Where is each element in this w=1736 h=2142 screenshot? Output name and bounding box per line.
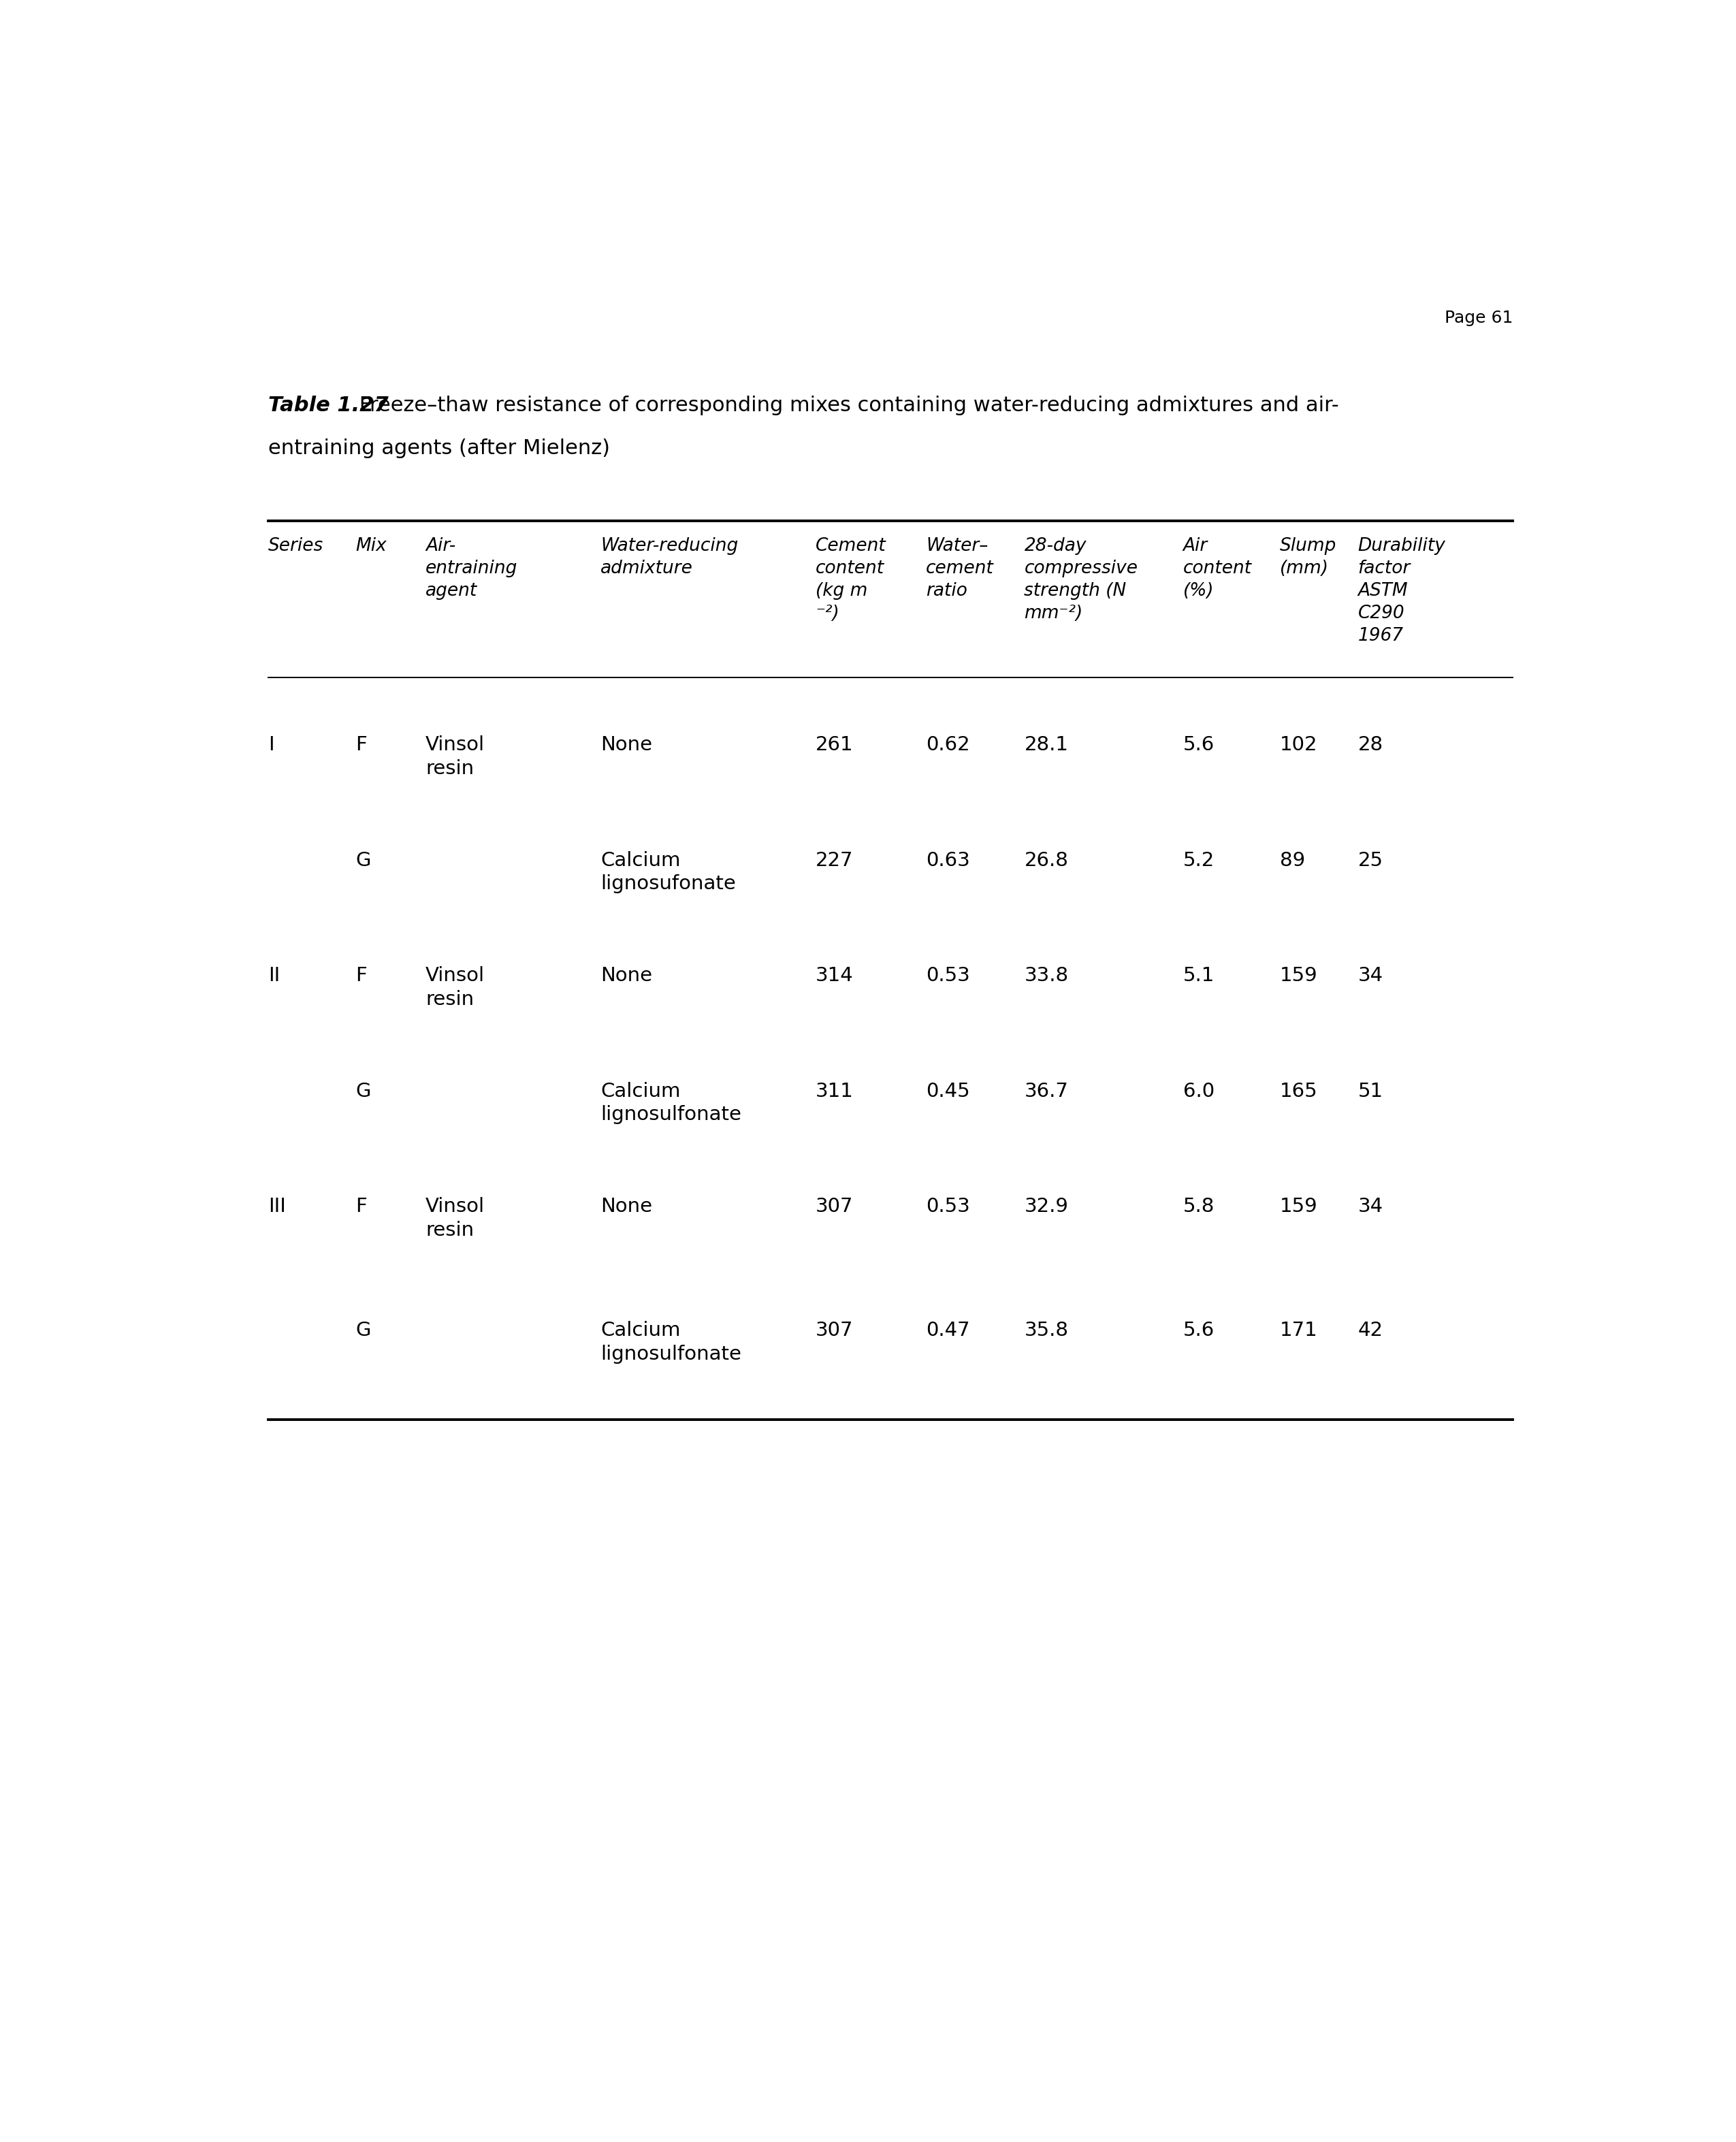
- Text: 6.0: 6.0: [1182, 1082, 1215, 1101]
- Text: 34: 34: [1358, 1197, 1384, 1217]
- Text: 5.6: 5.6: [1182, 1322, 1215, 1341]
- Text: None: None: [601, 1197, 653, 1217]
- Text: 0.53: 0.53: [925, 966, 970, 985]
- Text: Water–
cement
ratio: Water– cement ratio: [925, 538, 995, 600]
- Text: 26.8: 26.8: [1024, 850, 1068, 870]
- Text: I: I: [267, 735, 274, 754]
- Text: 311: 311: [816, 1082, 854, 1101]
- Text: Water-reducing
admixture: Water-reducing admixture: [601, 538, 738, 578]
- Text: 5.2: 5.2: [1182, 850, 1215, 870]
- Text: 171: 171: [1279, 1322, 1318, 1341]
- Text: 35.8: 35.8: [1024, 1322, 1068, 1341]
- Text: 0.47: 0.47: [925, 1322, 970, 1341]
- Text: 0.63: 0.63: [925, 850, 970, 870]
- Text: 0.62: 0.62: [925, 735, 970, 754]
- Text: 314: 314: [816, 966, 854, 985]
- Text: 307: 307: [816, 1197, 854, 1217]
- Text: G: G: [356, 1322, 372, 1341]
- Text: III: III: [267, 1197, 286, 1217]
- Text: Cement
content
(kg m
⁻²): Cement content (kg m ⁻²): [816, 538, 887, 623]
- Text: Calcium
lignosulfonate: Calcium lignosulfonate: [601, 1082, 741, 1125]
- Text: 28.1: 28.1: [1024, 735, 1068, 754]
- Text: 5.8: 5.8: [1182, 1197, 1215, 1217]
- Text: 159: 159: [1279, 1197, 1318, 1217]
- Text: 42: 42: [1358, 1322, 1384, 1341]
- Text: Vinsol
resin: Vinsol resin: [425, 735, 484, 778]
- Text: 0.53: 0.53: [925, 1197, 970, 1217]
- Text: 0.45: 0.45: [925, 1082, 970, 1101]
- Text: 33.8: 33.8: [1024, 966, 1069, 985]
- Text: 102: 102: [1279, 735, 1318, 754]
- Text: 165: 165: [1279, 1082, 1318, 1101]
- Text: F: F: [356, 1197, 366, 1217]
- Text: G: G: [356, 850, 372, 870]
- Text: G: G: [356, 1082, 372, 1101]
- Text: 89: 89: [1279, 850, 1305, 870]
- Text: 5.6: 5.6: [1182, 735, 1215, 754]
- Text: Freeze–thaw resistance of corresponding mixes containing water-reducing admixtur: Freeze–thaw resistance of corresponding …: [352, 396, 1338, 416]
- Text: 34: 34: [1358, 966, 1384, 985]
- Text: 5.1: 5.1: [1182, 966, 1215, 985]
- Text: 28-day
compressive
strength (N
mm⁻²): 28-day compressive strength (N mm⁻²): [1024, 538, 1137, 623]
- Text: entraining agents (after Mielenz): entraining agents (after Mielenz): [267, 439, 609, 458]
- Text: 32.9: 32.9: [1024, 1197, 1068, 1217]
- Text: None: None: [601, 966, 653, 985]
- Text: Slump
(mm): Slump (mm): [1279, 538, 1337, 578]
- Text: 159: 159: [1279, 966, 1318, 985]
- Text: 307: 307: [816, 1322, 854, 1341]
- Text: F: F: [356, 966, 366, 985]
- Text: 25: 25: [1358, 850, 1384, 870]
- Text: None: None: [601, 735, 653, 754]
- Text: 36.7: 36.7: [1024, 1082, 1068, 1101]
- Text: 227: 227: [816, 850, 854, 870]
- Text: Air
content
(%): Air content (%): [1182, 538, 1252, 600]
- Text: 261: 261: [816, 735, 854, 754]
- Text: 28: 28: [1358, 735, 1384, 754]
- Text: Durability
factor
ASTM
C290
1967: Durability factor ASTM C290 1967: [1358, 538, 1446, 645]
- Text: Vinsol
resin: Vinsol resin: [425, 1197, 484, 1240]
- Text: Calcium
lignosufonate: Calcium lignosufonate: [601, 850, 736, 893]
- Text: Vinsol
resin: Vinsol resin: [425, 966, 484, 1009]
- Text: 51: 51: [1358, 1082, 1384, 1101]
- Text: Mix: Mix: [356, 538, 387, 555]
- Text: II: II: [267, 966, 279, 985]
- Text: Page 61: Page 61: [1444, 311, 1512, 326]
- Text: Air-
entraining
agent: Air- entraining agent: [425, 538, 517, 600]
- Text: Table 1.27: Table 1.27: [267, 396, 389, 416]
- Text: F: F: [356, 735, 366, 754]
- Text: Series: Series: [267, 538, 323, 555]
- Text: Calcium
lignosulfonate: Calcium lignosulfonate: [601, 1322, 741, 1364]
